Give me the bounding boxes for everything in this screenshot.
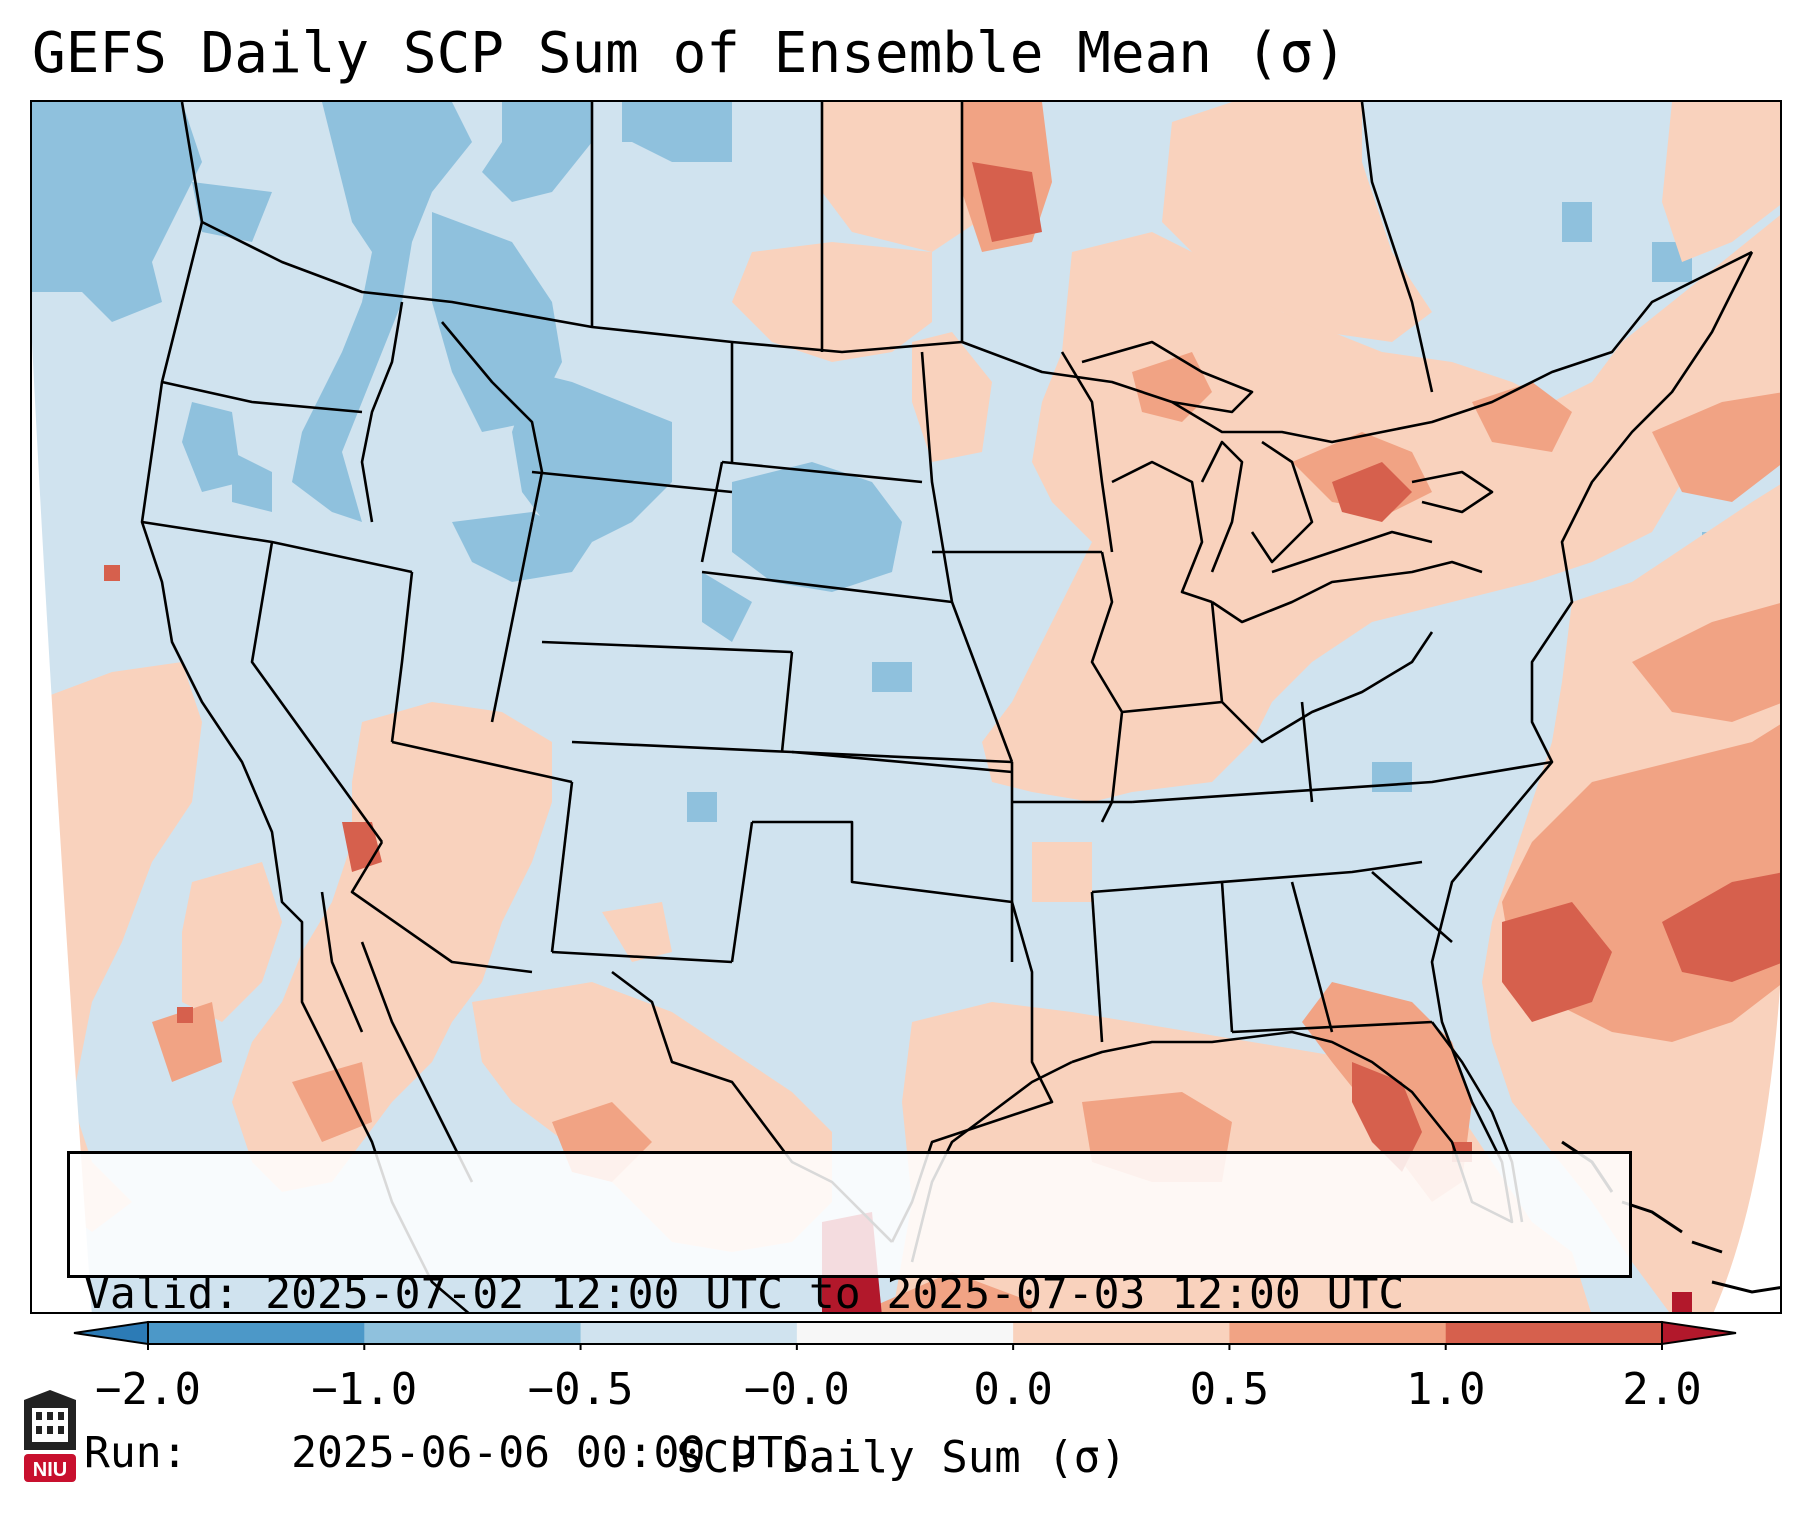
colorbar-bins — [73, 1320, 1737, 1346]
colorbar-bin — [580, 1322, 798, 1344]
logo-text: NIU — [33, 1459, 67, 1481]
colorbar-tick-label: 1.0 — [1405, 1364, 1486, 1415]
negative-anomaly-regions — [32, 102, 1722, 822]
colorbar-ticks — [147, 1344, 1663, 1350]
valid-value: 2025-07-02 12:00 UTC to 2025-07-03 12:00… — [265, 1269, 1405, 1319]
colorbar-tick-label: 0.0 — [973, 1364, 1053, 1415]
colorbar-bin — [148, 1322, 365, 1344]
colorbar-extend-min — [73, 1320, 149, 1346]
colorbar-tick-label: −0.5 — [527, 1364, 634, 1415]
valid-run-info-box: Valid: 2025-07-02 12:00 UTC to 2025-07-0… — [67, 1151, 1632, 1478]
state-borders — [140, 102, 1754, 1312]
run-line: Run: 2025-06-06 00:00 UTC — [84, 1427, 1615, 1480]
colorbar-tick-label: 0.5 — [1189, 1364, 1270, 1415]
valid-label: Valid: — [84, 1269, 240, 1319]
projection-edge-left — [32, 342, 92, 1312]
colorbar-tick-label: −0.0 — [743, 1364, 850, 1415]
logo-badge — [24, 1454, 76, 1482]
colorbar-tick-label: 2.0 — [1622, 1364, 1702, 1415]
colorbar-bin — [1445, 1322, 1663, 1344]
colorbar-label: SCP Daily Sum (σ) — [676, 1432, 1127, 1483]
run-label: Run: — [84, 1428, 188, 1478]
colorbar-outline — [147, 1321, 1663, 1345]
chart-title: GEFS Daily SCP Sum of Ensemble Mean (σ) — [32, 21, 1347, 86]
moderate-positive-regions — [152, 102, 1780, 1312]
valid-line: Valid: 2025-07-02 12:00 UTC to 2025-07-0… — [84, 1268, 1615, 1321]
colorbar — [73, 1320, 1737, 1350]
colorbar-bin — [796, 1322, 1014, 1344]
colorbar-bin — [1229, 1322, 1447, 1344]
projection-edge-right — [1713, 988, 1780, 1312]
colorbar-tick-label: −1.0 — [311, 1364, 418, 1415]
scp-map — [32, 102, 1780, 1312]
colorbar-extend-max — [1661, 1320, 1737, 1346]
colorbar-bin — [364, 1322, 582, 1344]
niu-logo: NIU — [24, 1390, 76, 1482]
map-panel — [30, 100, 1782, 1314]
colorbar-bin — [1013, 1322, 1230, 1344]
run-value: 2025-06-06 00:00 UTC — [291, 1428, 809, 1478]
colorbar-tick-label: −2.0 — [95, 1364, 201, 1415]
strong-positive-regions — [104, 162, 1780, 1172]
